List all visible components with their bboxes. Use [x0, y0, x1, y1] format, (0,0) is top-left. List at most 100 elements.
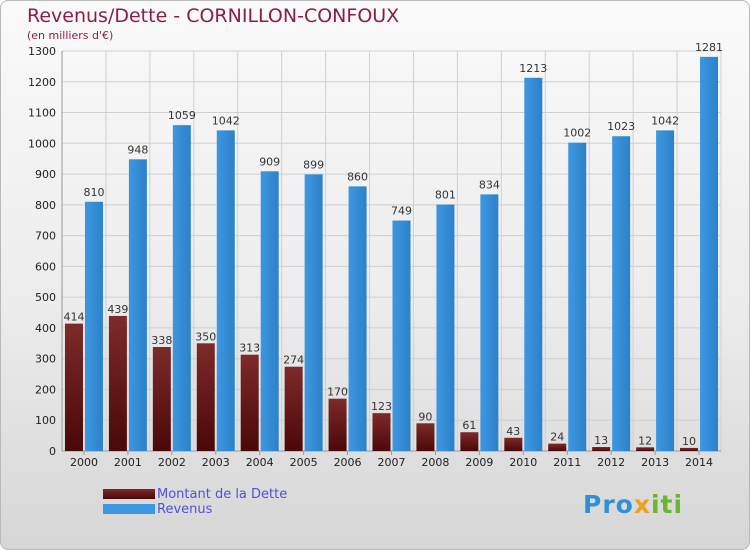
y-tick-label: 400 [35, 322, 56, 335]
bar-dette [196, 343, 215, 451]
bar-revenus [524, 77, 543, 452]
x-tick-label: 2000 [70, 456, 98, 469]
x-tick-label: 2002 [158, 456, 186, 469]
bar-revenus [84, 201, 103, 451]
bars-layer [64, 56, 719, 452]
y-tick-label: 700 [35, 230, 56, 243]
bar-revenus [436, 204, 455, 451]
value-label-dette: 338 [151, 334, 172, 347]
y-tick-label: 500 [35, 291, 56, 304]
value-label-revenus: 1281 [695, 41, 723, 54]
value-label-revenus: 834 [479, 178, 500, 191]
value-label-dette: 61 [462, 419, 476, 432]
value-label-revenus: 801 [435, 189, 456, 202]
value-label-dette: 274 [283, 354, 304, 367]
bar-revenus [392, 220, 411, 451]
value-label-revenus: 899 [303, 158, 324, 171]
bar-revenus [304, 174, 323, 451]
y-tick-label: 1300 [28, 45, 56, 58]
bar-revenus [480, 194, 499, 451]
x-tick-label: 2011 [553, 456, 581, 469]
y-tick-label: 1200 [28, 76, 56, 89]
legend-swatch-revenus [103, 504, 155, 514]
value-label-revenus: 948 [127, 143, 148, 156]
bar-dette [64, 323, 83, 451]
y-tick-label: 200 [35, 383, 56, 396]
bar-dette [460, 432, 479, 451]
y-tick-label: 1100 [28, 107, 56, 120]
labels-layer: 0 100 200 300 400 500 600 700 800 900 1000 1100 1200… [28, 41, 723, 469]
bar-revenus [656, 130, 675, 451]
bar-dette [152, 347, 171, 451]
value-label-revenus: 749 [391, 205, 412, 218]
value-label-dette: 10 [682, 435, 696, 448]
bar-revenus [260, 171, 279, 452]
x-tick-label: 2014 [685, 456, 713, 469]
y-tick-label: 800 [35, 199, 56, 212]
x-tick-label: 2012 [597, 456, 625, 469]
y-tick-label: 1000 [28, 137, 56, 150]
logo-part-3: iti [650, 490, 684, 519]
value-label-dette: 13 [594, 434, 608, 447]
x-tick-label: 2006 [334, 456, 362, 469]
bar-dette [504, 437, 523, 451]
bar-revenus [348, 186, 367, 451]
value-label-dette: 123 [371, 400, 392, 413]
value-label-dette: 12 [638, 434, 652, 447]
bar-revenus [568, 142, 587, 451]
y-tick-label: 600 [35, 260, 56, 273]
bar-revenus [700, 56, 719, 451]
x-tick-label: 2004 [246, 456, 274, 469]
x-tick-label: 2008 [421, 456, 449, 469]
value-label-dette: 43 [506, 425, 520, 438]
chart-subtitle: (en milliers d'€) [27, 29, 114, 42]
value-label-revenus: 1042 [651, 114, 679, 127]
bar-dette [636, 447, 655, 451]
bar-dette [372, 413, 391, 451]
x-tick-label: 2007 [378, 456, 406, 469]
bar-dette [108, 315, 127, 451]
bar-revenus [216, 130, 235, 451]
value-label-revenus: 1002 [563, 127, 591, 140]
value-label-revenus: 1213 [519, 62, 547, 75]
legend-label-dette: Montant de la Dette [157, 487, 288, 502]
proxiti-logo: Proxiti [583, 490, 683, 519]
x-tick-label: 2009 [465, 456, 493, 469]
value-label-revenus: 1023 [607, 120, 635, 133]
logo-part-2: x [633, 490, 651, 519]
value-label-revenus: 909 [259, 155, 280, 168]
x-tick-label: 2013 [641, 456, 669, 469]
bar-revenus [612, 136, 631, 451]
bar-dette [548, 443, 567, 451]
legend-label-revenus: Revenus [157, 502, 213, 517]
value-label-dette: 313 [239, 342, 260, 355]
value-label-revenus: 860 [347, 170, 368, 183]
value-label-dette: 24 [550, 431, 564, 444]
bar-revenus [128, 159, 147, 452]
value-label-dette: 170 [327, 386, 348, 399]
value-label-dette: 439 [107, 303, 128, 316]
bar-revenus [172, 125, 191, 452]
value-label-revenus: 1042 [212, 114, 240, 127]
x-tick-label: 2010 [509, 456, 537, 469]
chart-title: Revenus/Dette - CORNILLON-CONFOUX [27, 5, 400, 27]
value-label-dette: 90 [418, 410, 432, 423]
bar-dette [680, 447, 699, 451]
value-label-revenus: 810 [83, 186, 104, 199]
value-label-dette: 350 [195, 330, 216, 343]
y-tick-label: 0 [49, 445, 56, 458]
logo-part-1: Pro [583, 490, 634, 519]
x-tick-label: 2005 [290, 456, 318, 469]
bar-dette [592, 447, 611, 451]
value-label-dette: 414 [63, 311, 84, 324]
bar-dette [284, 366, 303, 451]
y-tick-label: 300 [35, 353, 56, 366]
y-tick-label: 900 [35, 168, 56, 181]
y-tick-label: 100 [35, 414, 56, 427]
legend-swatch-dette [103, 489, 155, 499]
x-tick-label: 2001 [114, 456, 142, 469]
grid-layer [61, 50, 722, 455]
bar-dette [416, 423, 435, 451]
